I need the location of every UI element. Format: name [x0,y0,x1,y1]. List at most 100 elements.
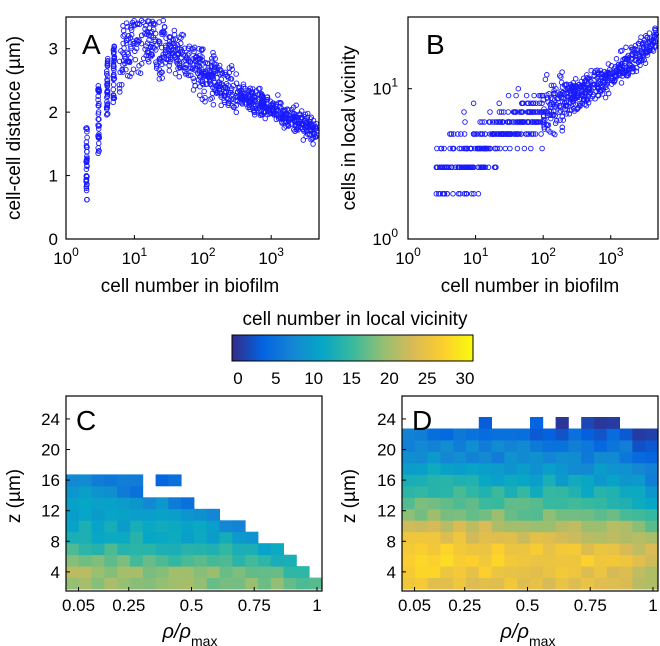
panel-a-point [170,36,176,43]
panel-b-ytick-label: 101 [372,76,398,99]
panel-d-cell [619,462,633,475]
panel-a-point [176,45,183,52]
panel-a-point [221,99,228,106]
panel-b-point [618,61,624,68]
panel-c-cell [155,543,169,556]
panel-a-point [111,44,118,50]
panel-b-point [458,131,464,137]
panel-b-point [616,61,622,68]
panel-b-point [561,99,568,106]
panel-d-cell [491,428,505,441]
panel-d-cell [530,428,544,441]
panel-b-point [442,164,448,171]
panel-a-point [246,94,252,100]
panel-c-cell [206,543,220,556]
panel-b-point [597,89,604,95]
panel-a-point [83,158,90,165]
panel-b-point [491,164,498,171]
panel-d-cell [645,508,659,521]
panel-b-point [563,111,570,117]
panel-d-cell [632,462,646,475]
panel-a-point [148,51,155,58]
panel-d-cell [530,417,544,429]
panel-d-cell [466,474,480,487]
panel-d-xtick-label: 0.5 [516,596,540,615]
panel-b-point [462,164,468,171]
panel-c-cell [258,566,272,578]
panel-d-cell [414,451,428,464]
panel-d-cell [440,497,454,510]
panel-d-cell [542,485,556,498]
panel-b-point [463,191,469,197]
panel-d-cell [402,531,416,544]
panel-c-cell [206,508,220,521]
panel-a-point [222,71,228,78]
panel-c-label: C [76,405,96,436]
panel-a-point [95,122,101,128]
panel-d-cell [466,428,480,441]
panel-d-cell [414,566,428,578]
panel-a-point [84,196,90,203]
panel-a-point [146,59,152,65]
panel-b-point [604,79,610,86]
panel-a-point [209,55,215,62]
panel-a-point [96,134,102,140]
panel-c-cell [219,543,233,556]
panel-a-point [293,126,300,133]
panel-a-point [203,73,209,79]
panel-a-point [136,21,143,28]
panel-a-point [166,33,173,40]
panel-b-point [436,164,443,171]
panel-c-cell [78,543,92,556]
panel-b-point [434,145,440,152]
panel-a-point [279,108,286,114]
panel-c-heatmap-cells [66,474,323,590]
panel-d-cell [555,417,569,429]
panel-a-point [124,49,131,56]
panel-a-point [110,81,117,88]
panel-a-point [247,85,253,92]
panel-b-xtick-label: 103 [598,245,624,268]
panel-b-point [567,107,573,113]
panel-c-cell [130,543,144,556]
panel-c-xtick-label: 0.5 [180,596,204,615]
panel-d-cell [402,497,416,510]
panel-d-xlabel-sub: max [529,633,555,646]
panel-a-point [138,60,145,67]
panel-d-cell [491,462,505,475]
colorbar-tick-label: 15 [342,369,361,388]
panel-d-cell [606,462,620,475]
panel-a-point [276,99,282,106]
panel-d-ytick-label: 24 [377,410,396,429]
panel-c-cell [181,577,195,590]
panel-d-cell [530,474,544,487]
panel-d-cell [568,440,582,452]
panel-a-point [124,73,131,79]
panel-c-cell [168,474,182,487]
panel-d-cell [504,485,518,498]
panel-b-point [581,96,587,103]
panel-b-point [477,145,484,152]
panel-d-cell [606,474,620,487]
panel-b-axes-box [407,16,659,240]
panel-a-point [289,110,295,116]
panel-d-cell [619,543,633,556]
panel-b-point [623,44,629,51]
panel-d-cell [478,508,492,521]
panel-d-cell [517,462,531,475]
panel-a-point [110,49,117,55]
panel-d-cell [568,577,582,590]
panel-b-point [458,145,465,152]
panel-c-cell [168,508,182,521]
panel-b-point [620,69,626,76]
panel-a-point [191,48,197,55]
panel-b-point [568,81,574,88]
panel-b-point [456,145,463,152]
panel-d-cell [619,497,633,510]
panel-a-point [84,134,90,141]
panel-d-cell [632,566,646,578]
panel-b-point [504,131,510,137]
panel-b-point [485,164,492,171]
panel-d-cell [594,451,608,464]
panel-d-cell [594,474,608,487]
